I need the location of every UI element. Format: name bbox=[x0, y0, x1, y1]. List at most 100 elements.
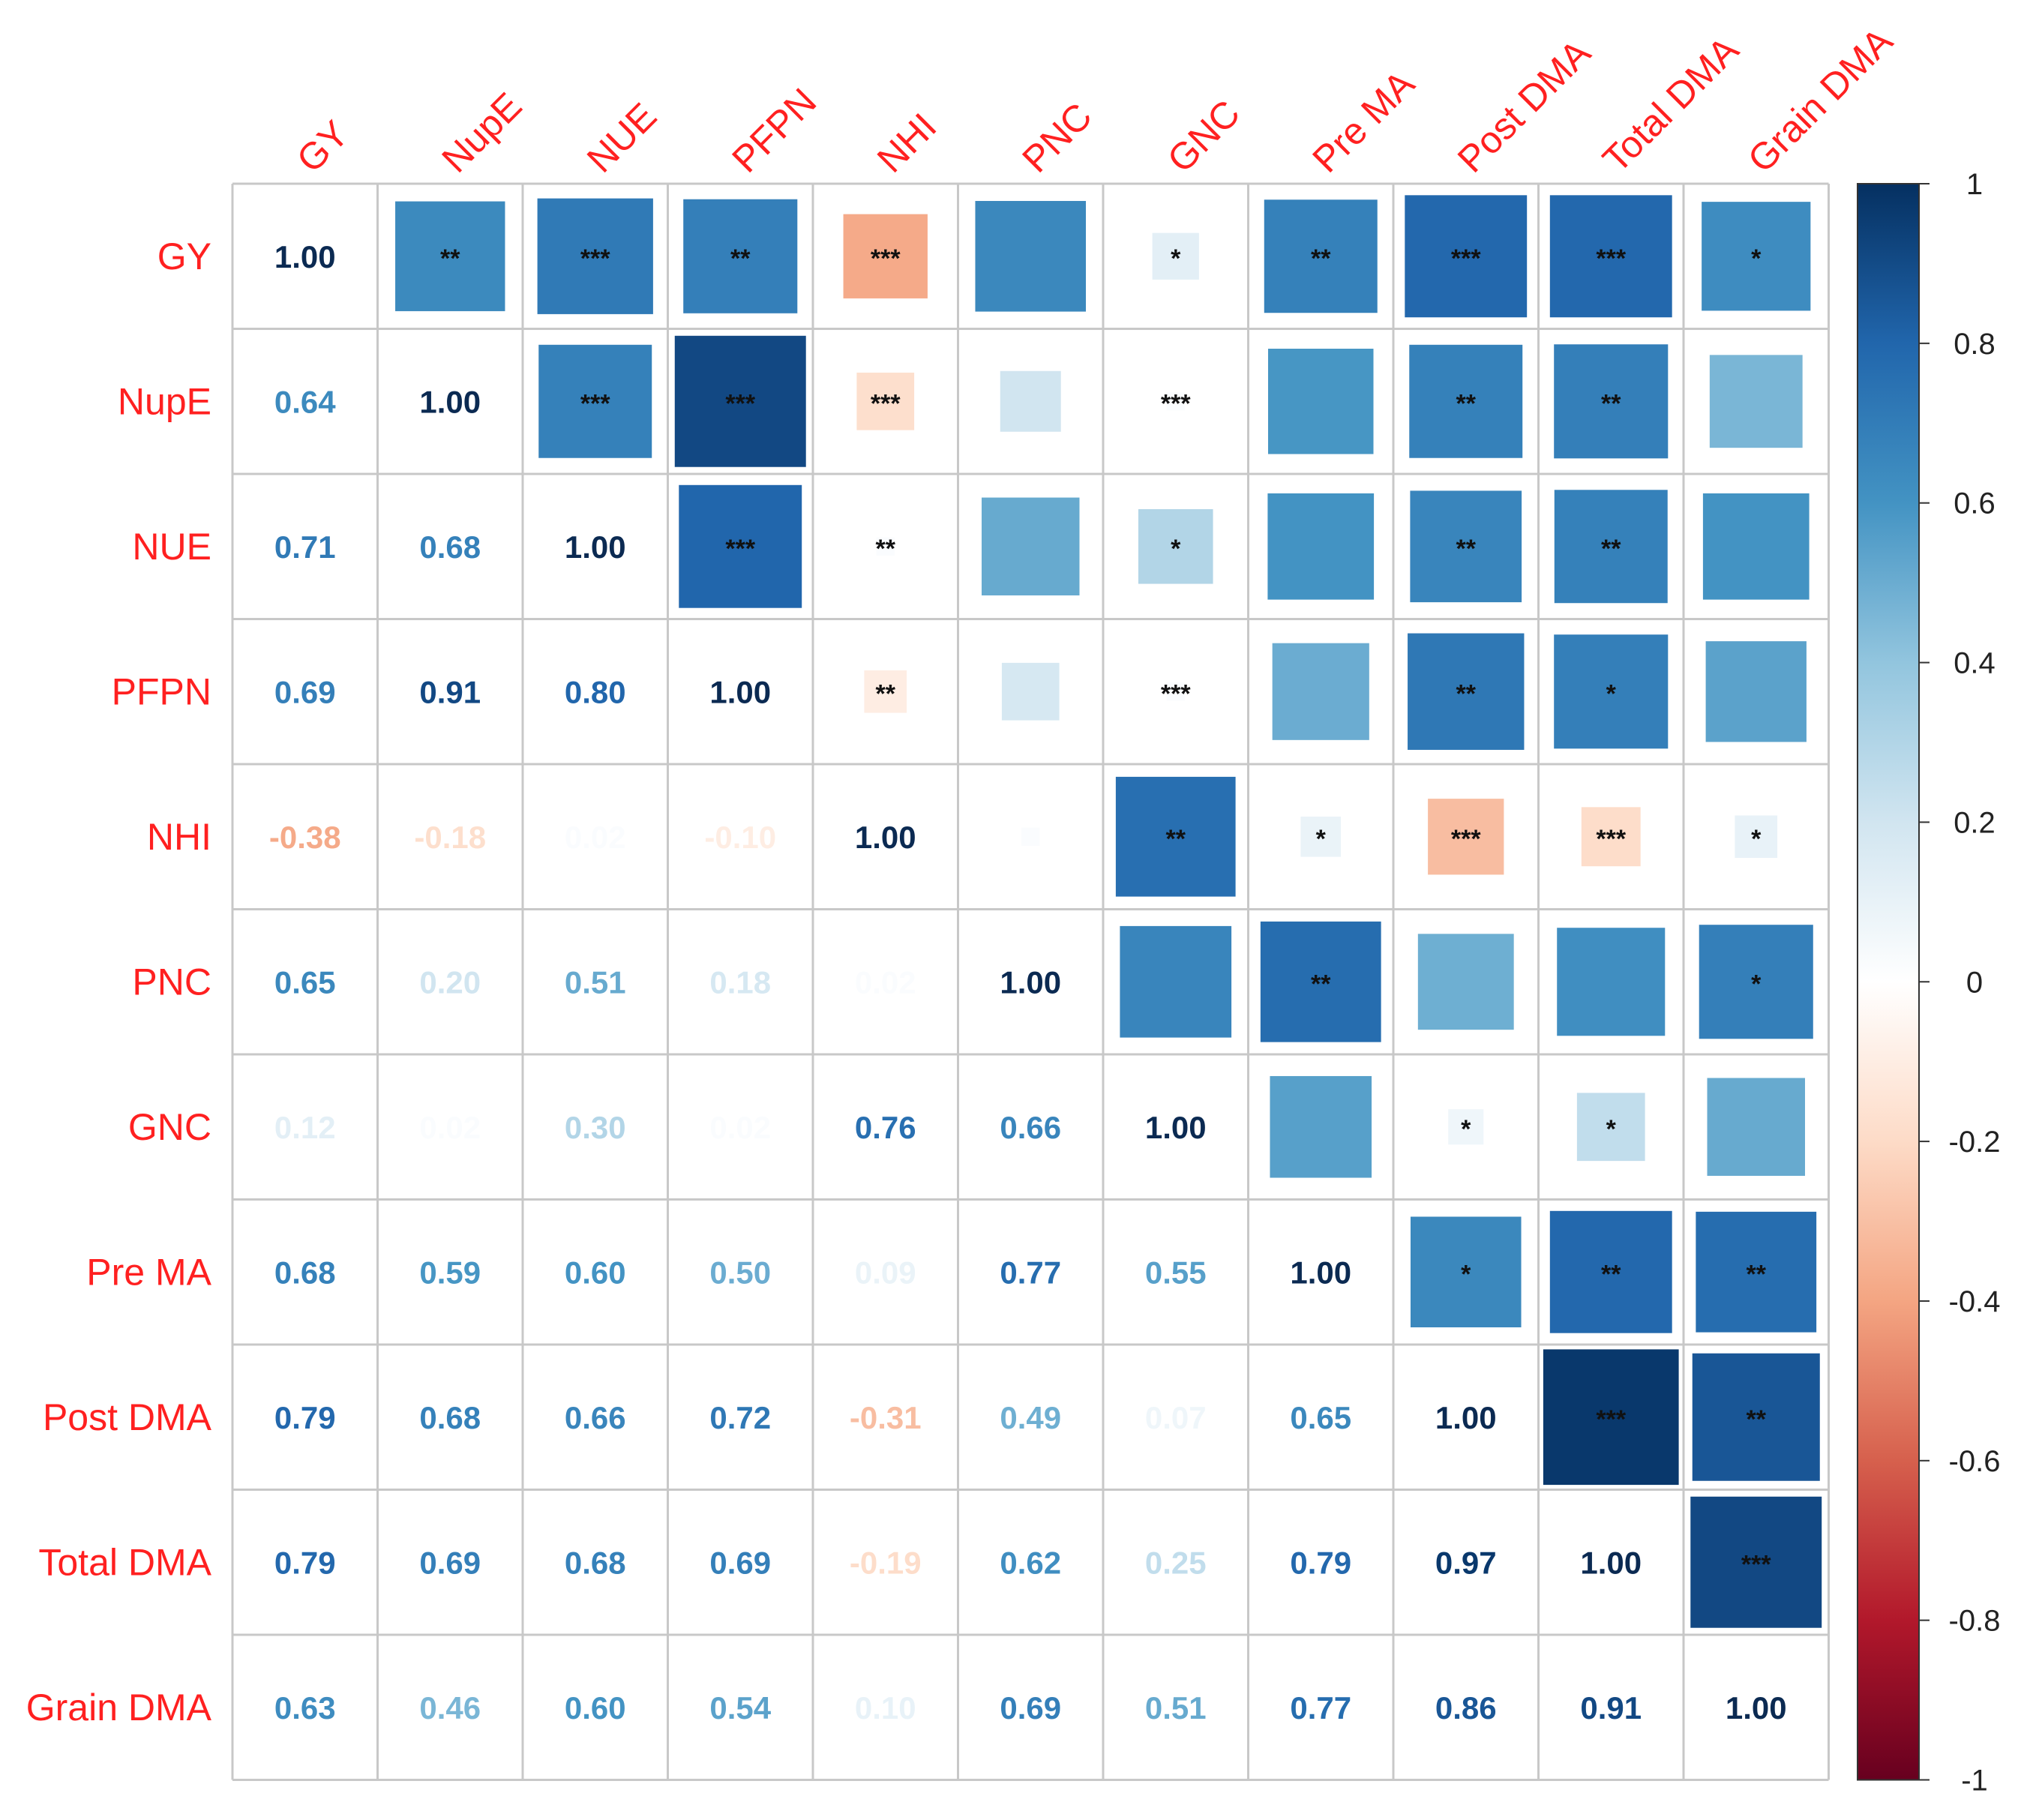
corr-square-gy-grain-dma bbox=[1700, 200, 1813, 313]
corr-square-nue-pnc bbox=[980, 496, 1081, 597]
significance-post-dma-total-dma: *** bbox=[1596, 1405, 1626, 1434]
corr-value-total-dma-pre-ma: 0.79 bbox=[1290, 1545, 1351, 1580]
corr-square-gy-pre-ma bbox=[1262, 198, 1379, 315]
corr-value-total-dma-nhi: -0.19 bbox=[850, 1545, 922, 1580]
corr-value-gnc-nhi: 0.76 bbox=[855, 1110, 916, 1145]
corr-value-grain-dma-post-dma: 0.86 bbox=[1435, 1690, 1497, 1726]
column-label-nupe: NupE bbox=[433, 85, 529, 181]
corr-value-pnc-gy: 0.65 bbox=[274, 964, 336, 1000]
corr-square-post-dma-grain-dma bbox=[1690, 1351, 1822, 1483]
corr-value-gnc-gy: 0.12 bbox=[274, 1110, 336, 1145]
corr-value-total-dma-pnc: 0.62 bbox=[1000, 1545, 1061, 1580]
significance-gy-grain-dma: * bbox=[1751, 244, 1762, 273]
corr-value-pnc-pnc: 1.00 bbox=[1000, 964, 1061, 1000]
color-bar-tick-label: 0.6 bbox=[1954, 487, 1996, 520]
significance-total-dma-grain-dma: *** bbox=[1741, 1550, 1771, 1579]
corr-square-nupe-nue bbox=[537, 343, 654, 460]
significance-nhi-total-dma: *** bbox=[1596, 825, 1626, 853]
corr-value-gnc-pnc: 0.66 bbox=[1000, 1110, 1061, 1145]
corr-value-pnc-nupe: 0.20 bbox=[419, 964, 481, 1000]
corr-value-total-dma-post-dma: 0.97 bbox=[1435, 1545, 1497, 1580]
significance-pfpn-post-dma: ** bbox=[1456, 679, 1477, 708]
color-bar bbox=[1857, 183, 1920, 1781]
corr-value-nupe-nupe: 1.00 bbox=[419, 384, 481, 419]
corr-value-pfpn-pfpn: 1.00 bbox=[709, 674, 771, 709]
corr-square-nue-nhi bbox=[874, 535, 896, 557]
corr-value-pre-ma-nhi: 0.09 bbox=[855, 1255, 916, 1290]
corr-value-total-dma-pfpn: 0.69 bbox=[709, 1545, 771, 1580]
significance-nue-pfpn: *** bbox=[725, 535, 755, 563]
row-label-post-dma: Post DMA bbox=[43, 1396, 212, 1438]
corr-square-nhi-total-dma bbox=[1579, 805, 1642, 868]
corr-square-pnc-total-dma bbox=[1555, 926, 1667, 1038]
corr-value-gnc-nue: 0.30 bbox=[565, 1110, 626, 1145]
corr-square-nupe-gnc bbox=[1165, 391, 1186, 412]
color-bar-tick-label: 0 bbox=[1966, 966, 1983, 999]
significance-post-dma-grain-dma: ** bbox=[1747, 1405, 1767, 1434]
significance-gy-pfpn: ** bbox=[730, 244, 751, 273]
corr-square-gy-pfpn bbox=[682, 197, 799, 315]
significance-nupe-post-dma: ** bbox=[1456, 389, 1477, 418]
corr-square-nupe-pre-ma bbox=[1267, 347, 1375, 456]
color-bar-tick-label: 0.8 bbox=[1954, 328, 1996, 361]
significance-gy-pre-ma: ** bbox=[1311, 244, 1331, 273]
corr-value-nhi-nhi: 1.00 bbox=[855, 820, 916, 855]
significance-gy-total-dma: *** bbox=[1596, 244, 1626, 273]
color-bar-tick-label: 0.2 bbox=[1954, 806, 1996, 839]
corr-value-total-dma-gnc: 0.25 bbox=[1145, 1545, 1207, 1580]
corr-value-grain-dma-gnc: 0.51 bbox=[1145, 1690, 1207, 1726]
significance-pnc-grain-dma: * bbox=[1751, 970, 1762, 998]
corr-square-nupe-pfpn bbox=[673, 334, 808, 469]
row-label-nupe: NupE bbox=[118, 380, 211, 422]
column-label-post-dma: Post DMA bbox=[1450, 31, 1599, 181]
significance-gy-gnc: * bbox=[1171, 244, 1181, 273]
corr-value-post-dma-nupe: 0.68 bbox=[419, 1400, 481, 1435]
corr-value-nhi-gy: -0.38 bbox=[269, 820, 341, 855]
corr-value-grain-dma-pnc: 0.69 bbox=[1000, 1690, 1061, 1726]
significance-gnc-post-dma: * bbox=[1461, 1115, 1471, 1144]
corr-square-nupe-pnc bbox=[998, 369, 1063, 433]
corr-value-post-dma-post-dma: 1.00 bbox=[1435, 1400, 1497, 1435]
corr-square-gy-pnc bbox=[973, 199, 1088, 313]
corr-value-post-dma-pnc: 0.49 bbox=[1000, 1400, 1061, 1435]
significance-pre-ma-post-dma: * bbox=[1461, 1260, 1471, 1288]
significance-nhi-post-dma: *** bbox=[1451, 825, 1481, 853]
significance-nue-post-dma: ** bbox=[1456, 535, 1477, 563]
corr-value-pre-ma-pnc: 0.77 bbox=[1000, 1255, 1061, 1290]
corr-square-pfpn-nhi bbox=[862, 668, 909, 715]
corr-value-gnc-nupe: 0.02 bbox=[419, 1110, 481, 1145]
corr-square-nhi-post-dma bbox=[1426, 797, 1506, 877]
column-label-grain-dma: Grain DMA bbox=[1740, 19, 1901, 181]
significance-nue-gnc: * bbox=[1171, 535, 1181, 563]
row-label-pnc: PNC bbox=[132, 961, 211, 1003]
corr-square-nhi-gnc bbox=[1114, 775, 1237, 898]
corr-value-nue-nue: 1.00 bbox=[565, 529, 626, 565]
corr-value-pfpn-gy: 0.69 bbox=[274, 674, 336, 709]
significance-nhi-grain-dma: * bbox=[1751, 825, 1762, 853]
row-label-grain-dma: Grain DMA bbox=[26, 1687, 212, 1729]
corr-value-nhi-nupe: -0.18 bbox=[414, 820, 486, 855]
corr-square-gy-gnc bbox=[1150, 231, 1201, 281]
corr-square-nue-pfpn bbox=[677, 483, 804, 610]
corr-value-pre-ma-gy: 0.68 bbox=[274, 1255, 336, 1290]
corr-value-pfpn-nue: 0.80 bbox=[565, 674, 626, 709]
significance-nhi-pre-ma: * bbox=[1316, 825, 1327, 853]
corr-square-post-dma-total-dma bbox=[1541, 1348, 1681, 1487]
row-label-gnc: GNC bbox=[128, 1106, 211, 1148]
color-bar-tick-label: -0.4 bbox=[1949, 1285, 2001, 1318]
corr-square-pfpn-pnc bbox=[1000, 661, 1061, 722]
column-label-gy: GY bbox=[289, 112, 357, 181]
corr-square-gy-nhi bbox=[841, 212, 929, 300]
corr-square-pfpn-pre-ma bbox=[1270, 641, 1371, 742]
corr-value-grain-dma-gy: 0.63 bbox=[274, 1690, 336, 1726]
corr-square-gy-post-dma bbox=[1403, 193, 1529, 319]
corr-square-pnc-pre-ma bbox=[1258, 919, 1383, 1044]
corr-value-total-dma-nupe: 0.69 bbox=[419, 1545, 481, 1580]
corr-value-total-dma-total-dma: 1.00 bbox=[1580, 1545, 1642, 1580]
corr-value-grain-dma-nhi: 0.10 bbox=[855, 1690, 916, 1726]
corr-square-gy-nue bbox=[535, 196, 655, 316]
corr-square-nupe-total-dma bbox=[1552, 343, 1670, 460]
color-bar-tick-label: 1 bbox=[1966, 168, 1983, 201]
significance-pfpn-nhi: ** bbox=[876, 679, 896, 708]
